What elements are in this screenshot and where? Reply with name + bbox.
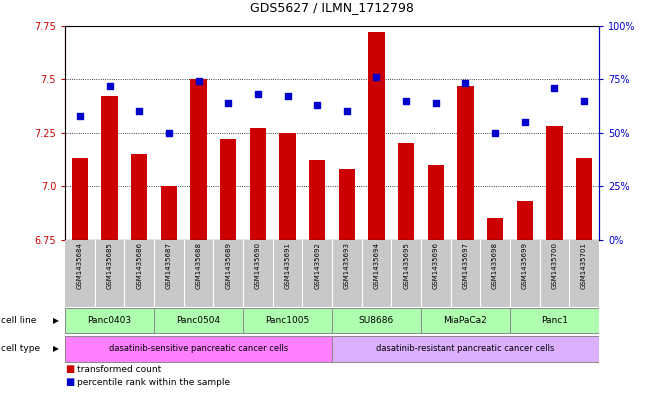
Point <box>134 108 145 114</box>
Text: GSM1435696: GSM1435696 <box>433 242 439 289</box>
Text: GSM1435698: GSM1435698 <box>492 242 498 289</box>
Bar <box>510 308 599 333</box>
Text: GSM1435684: GSM1435684 <box>77 242 83 288</box>
Text: ■: ■ <box>65 377 74 387</box>
Text: GSM1435688: GSM1435688 <box>195 242 202 289</box>
Text: GSM1435689: GSM1435689 <box>225 242 231 289</box>
Bar <box>457 86 474 240</box>
Point <box>490 129 501 136</box>
Text: GSM1435692: GSM1435692 <box>314 242 320 288</box>
Bar <box>243 308 332 333</box>
Point <box>401 97 411 104</box>
Bar <box>546 126 562 240</box>
Bar <box>154 308 243 333</box>
Bar <box>65 308 154 333</box>
Text: ■: ■ <box>65 364 74 375</box>
Point <box>104 83 115 89</box>
Point <box>223 99 234 106</box>
Point <box>430 99 441 106</box>
Text: GSM1435700: GSM1435700 <box>551 242 557 289</box>
Bar <box>72 158 88 240</box>
Bar <box>131 154 147 240</box>
Bar <box>428 165 444 240</box>
Point <box>253 91 263 97</box>
Text: GSM1435695: GSM1435695 <box>403 242 409 288</box>
Text: GSM1435685: GSM1435685 <box>107 242 113 288</box>
Bar <box>368 32 385 240</box>
Point <box>579 97 589 104</box>
Text: transformed count: transformed count <box>77 365 161 374</box>
Text: GSM1435697: GSM1435697 <box>462 242 469 289</box>
Text: GSM1435699: GSM1435699 <box>522 242 528 289</box>
Text: GSM1435701: GSM1435701 <box>581 242 587 289</box>
Point <box>312 102 322 108</box>
Bar <box>250 129 266 240</box>
Point <box>519 119 530 125</box>
Point <box>460 80 471 86</box>
Text: GSM1435691: GSM1435691 <box>284 242 290 289</box>
Point <box>283 93 293 99</box>
Bar <box>421 308 510 333</box>
Point <box>549 84 560 91</box>
Text: percentile rank within the sample: percentile rank within the sample <box>77 378 230 387</box>
Bar <box>332 308 421 333</box>
Bar <box>576 158 592 240</box>
Bar <box>65 336 332 362</box>
Point <box>75 112 85 119</box>
Point <box>371 74 381 80</box>
Text: ▶: ▶ <box>53 316 59 325</box>
Text: GSM1435686: GSM1435686 <box>136 242 142 289</box>
Text: cell type: cell type <box>1 345 40 353</box>
Text: GSM1435693: GSM1435693 <box>344 242 350 289</box>
Text: MiaPaCa2: MiaPaCa2 <box>443 316 488 325</box>
Text: dasatinib-resistant pancreatic cancer cells: dasatinib-resistant pancreatic cancer ce… <box>376 344 555 353</box>
Bar <box>279 132 296 240</box>
Text: cell line: cell line <box>1 316 36 325</box>
Bar <box>332 336 599 362</box>
Text: Panc1: Panc1 <box>541 316 568 325</box>
Text: GSM1435687: GSM1435687 <box>166 242 172 289</box>
Point <box>163 129 174 136</box>
Bar <box>487 219 503 240</box>
Text: dasatinib-sensitive pancreatic cancer cells: dasatinib-sensitive pancreatic cancer ce… <box>109 344 288 353</box>
Bar <box>517 201 533 240</box>
Bar <box>398 143 414 240</box>
Bar <box>339 169 355 240</box>
Bar <box>220 139 236 240</box>
Text: GSM1435690: GSM1435690 <box>255 242 261 289</box>
Text: Panc0504: Panc0504 <box>176 316 221 325</box>
Text: Panc0403: Panc0403 <box>87 316 132 325</box>
Bar <box>309 160 326 240</box>
Point <box>342 108 352 114</box>
Bar <box>102 96 118 240</box>
Bar <box>190 79 207 240</box>
Text: GSM1435694: GSM1435694 <box>374 242 380 288</box>
Bar <box>161 186 177 240</box>
Text: GDS5627 / ILMN_1712798: GDS5627 / ILMN_1712798 <box>250 1 414 14</box>
Text: ▶: ▶ <box>53 345 59 353</box>
Text: SU8686: SU8686 <box>359 316 394 325</box>
Text: Panc1005: Panc1005 <box>266 316 310 325</box>
Point <box>193 78 204 84</box>
